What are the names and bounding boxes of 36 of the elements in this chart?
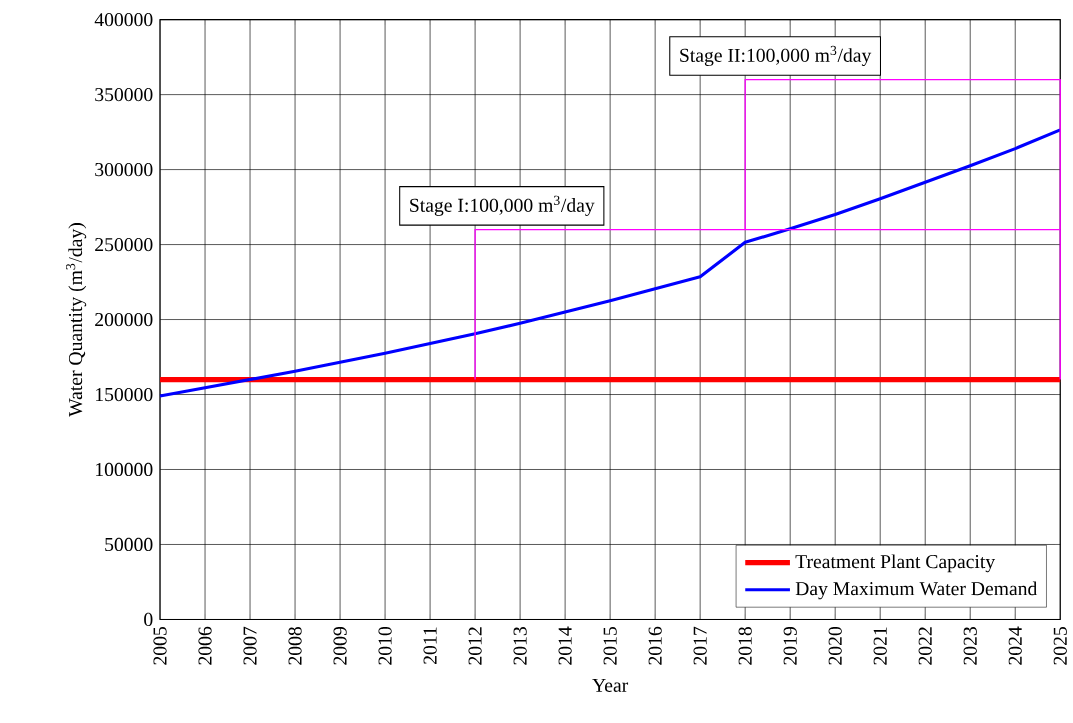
- x-tick-label: 2009: [333, 627, 347, 665]
- y-tick-label: 200000: [95, 313, 153, 327]
- y-tick-label: 350000: [95, 88, 153, 102]
- y-tick-label: 400000: [94, 13, 153, 27]
- legend-label: Treatment Plant Capacity: [795, 554, 996, 573]
- x-axis-title: Year: [592, 679, 629, 693]
- x-tick-label: 2020: [828, 627, 842, 665]
- x-tick-label: 2014: [558, 626, 572, 665]
- x-tick-label: 2005: [153, 627, 167, 665]
- annotation: Stage II:100,000 m$^{3}$/day: [680, 46, 872, 67]
- y-tick-label: 300000: [95, 163, 153, 177]
- x-tick-label: 2022: [918, 627, 932, 665]
- x-tick-label: 2010: [378, 627, 392, 665]
- x-tick-label: 2021: [873, 627, 887, 665]
- y-tick-label: 100000: [96, 463, 153, 477]
- x-tick-label: 2024: [1008, 626, 1022, 665]
- x-tick-label: 2019: [783, 627, 797, 665]
- y-axis-title: Water Quantity (m$^{3}$/day): [66, 223, 87, 418]
- annotation: Stage I:100,000 m$^{3}$/day: [410, 196, 595, 217]
- x-tick-label: 2015: [603, 627, 617, 665]
- x-tick-label: 2006: [198, 627, 212, 665]
- x-tick-label: 2017: [693, 627, 707, 665]
- x-tick-label: 2007: [243, 627, 257, 665]
- x-tick-label: 2008: [288, 627, 302, 665]
- y-tick-label: 0: [144, 613, 153, 627]
- y-tick-label: 150000: [96, 388, 153, 402]
- x-tick-label: 2016: [648, 627, 662, 665]
- x-tick-label: 2012: [468, 627, 482, 665]
- y-tick-label: 50000: [105, 538, 153, 552]
- x-tick-label: 2023: [963, 627, 977, 665]
- x-tick-label: 2011: [423, 627, 437, 665]
- x-tick-label: 2025: [1053, 627, 1067, 665]
- legend-label: Day Maximum Water Demand: [795, 581, 1038, 600]
- x-tick-label: 2013: [513, 627, 527, 665]
- x-tick-label: 2018: [738, 627, 752, 665]
- y-tick-label: 250000: [95, 238, 153, 252]
